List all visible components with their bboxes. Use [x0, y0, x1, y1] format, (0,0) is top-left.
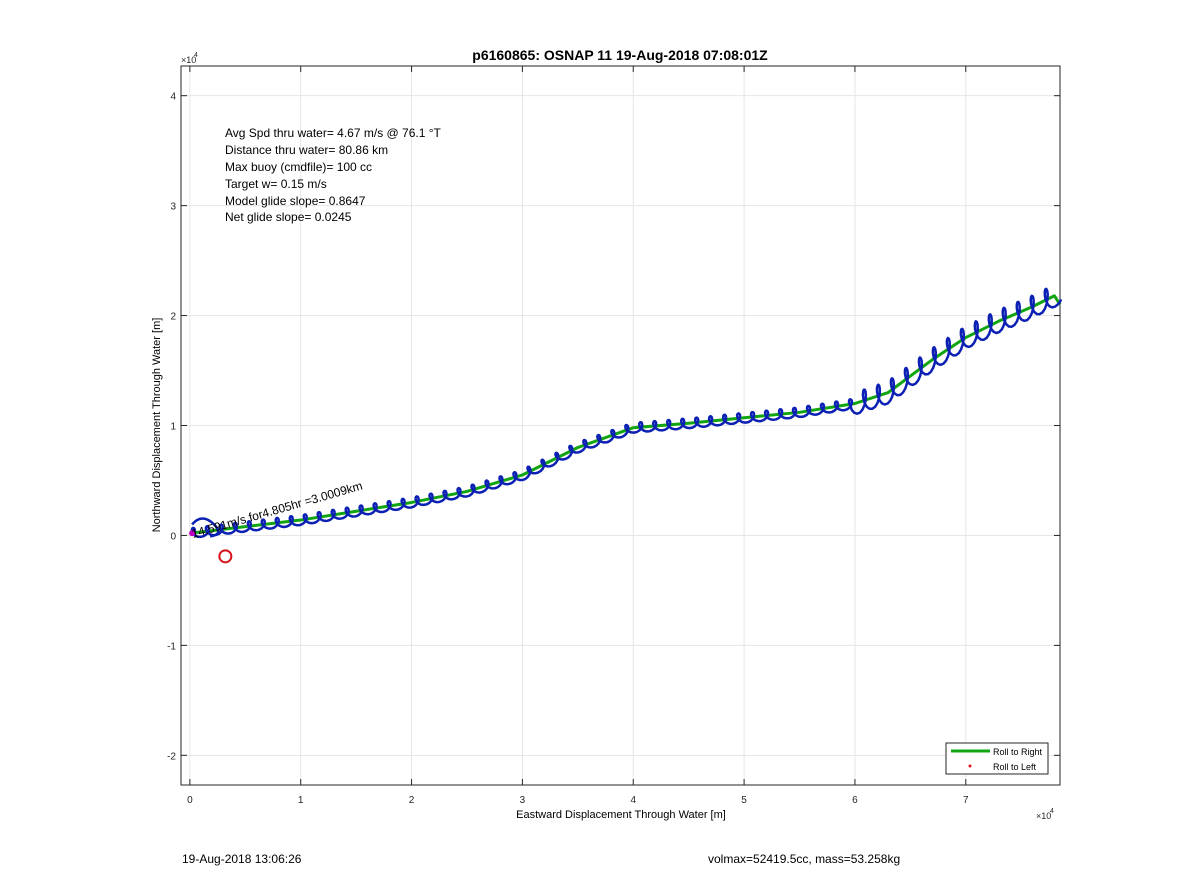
ticks: 0 1 2 3 4 5 6 7 -2 -1 0 1 2 3 4	[167, 66, 1060, 806]
legend-box	[945, 742, 1049, 775]
series-layer	[189, 287, 1063, 539]
y-multiplier-exponent: 4	[194, 52, 198, 59]
x-tick-label: 0	[187, 795, 193, 806]
chart-title: p6160865: OSNAP 11 19-Aug-2018 07:08:01Z	[472, 47, 768, 63]
x-multiplier-base: ×10	[1036, 811, 1051, 821]
x-tick-label: 2	[409, 795, 415, 806]
annotation-line: Net glide slope= 0.0245	[225, 210, 352, 224]
legend-label-roll-left: Roll to Left	[993, 762, 1037, 772]
y-tick-label: 2	[170, 312, 176, 323]
y-tick-label: 0	[170, 531, 176, 542]
y-multiplier-base: ×10	[181, 55, 196, 65]
y-axis-multiplier: ×10 4	[181, 52, 198, 65]
y-tick-label: 4	[170, 92, 176, 103]
y-axis-label: Northward Displacement Through Water [m]	[151, 318, 163, 533]
x-tick-label: 6	[852, 795, 858, 806]
annotation-line: Model glide slope= 0.8647	[225, 194, 366, 208]
x-axis-multiplier: ×10 4	[1036, 808, 1054, 821]
legend: Roll to Right Roll to Left	[945, 742, 1049, 775]
x-multiplier-exponent: 4	[1050, 808, 1054, 815]
annotation-line: Target w= 0.15 m/s	[225, 177, 327, 191]
stats-annotation: Avg Spd thru water= 4.67 m/s @ 76.1 °T D…	[225, 126, 442, 224]
x-tick-label: 3	[520, 795, 526, 806]
annotation-line: Avg Spd thru water= 4.67 m/s @ 76.1 °T	[225, 126, 442, 140]
glider-track-line	[190, 287, 1063, 539]
legend-dot-roll-left	[968, 764, 972, 768]
grid	[181, 66, 1060, 785]
x-tick-label: 1	[298, 795, 304, 806]
roll-right-line	[189, 294, 1062, 535]
target-circle-marker	[218, 549, 233, 564]
footer-timestamp: 19-Aug-2018 13:06:26	[182, 852, 302, 866]
footer-mass-info: volmax=52419.5cc, mass=53.258kg	[708, 852, 901, 866]
y-tick-label: -2	[167, 751, 176, 762]
marker-layer	[189, 530, 233, 564]
y-tick-label: 3	[170, 202, 176, 213]
legend-label-roll-right: Roll to Right	[993, 747, 1043, 757]
x-tick-label: 7	[963, 795, 969, 806]
y-tick-label: 1	[170, 422, 176, 433]
annotation-line: Distance thru water= 80.86 km	[225, 143, 388, 157]
annotation-line: Max buoy (cmdfile)= 100 cc	[225, 160, 372, 174]
x-axis-label: Eastward Displacement Through Water [m]	[516, 809, 726, 821]
plot-frame	[180, 65, 1061, 786]
x-tick-label: 4	[630, 795, 636, 806]
y-tick-label: -1	[167, 641, 176, 652]
x-tick-label: 5	[741, 795, 747, 806]
start-marker	[189, 530, 196, 537]
